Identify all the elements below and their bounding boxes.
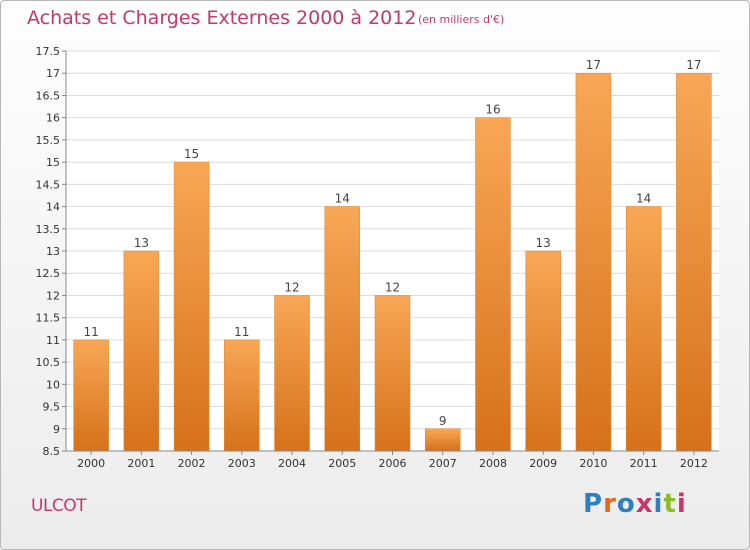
chart-title: Achats et Charges Externes 2000 à 2012 (27, 7, 417, 29)
x-tick-label: 2009 (529, 457, 557, 470)
logo-letter: o (616, 489, 636, 519)
x-tick-label: 2006 (379, 457, 407, 470)
y-tick-label: 13 (46, 245, 60, 258)
x-tick-label: 2002 (178, 457, 206, 470)
bar-2010 (575, 72, 612, 452)
y-tick-label: 14.5 (36, 178, 61, 191)
bar-2011 (625, 206, 662, 452)
x-tick-label: 2000 (77, 457, 105, 470)
bar-2006 (374, 295, 411, 452)
y-tick-label: 15.5 (36, 134, 61, 147)
bar-2004 (274, 295, 310, 452)
bar-value-label: 13 (134, 236, 149, 250)
x-tick-label: 2001 (127, 457, 155, 470)
x-tick-label: 2007 (429, 457, 457, 470)
y-tick-label: 9.5 (43, 401, 61, 414)
y-tick-label: 16.5 (36, 89, 61, 102)
x-tick-label: 2012 (680, 457, 708, 470)
bar-value-label: 16 (485, 103, 500, 117)
bar-value-label: 17 (686, 58, 701, 72)
y-tick-label: 10.5 (36, 356, 61, 369)
bar-2000 (73, 339, 109, 452)
bar-2005 (324, 206, 361, 452)
y-tick-label: 11 (46, 334, 60, 347)
bar-2008 (475, 117, 511, 452)
bar-value-label: 14 (636, 192, 651, 206)
bar-2009 (525, 250, 561, 452)
commune-name: ULCOT (31, 496, 87, 516)
bar-2001 (123, 250, 160, 452)
y-tick-label: 17 (46, 67, 60, 80)
y-tick-label: 14 (46, 201, 60, 214)
y-tick-label: 13.5 (36, 223, 61, 236)
bar-value-label: 15 (184, 147, 199, 161)
y-tick-label: 12.5 (36, 267, 61, 280)
x-tick-label: 2005 (328, 457, 356, 470)
proxiti-logo: Proxiti (583, 489, 687, 519)
logo-letter: t (663, 489, 677, 519)
y-tick-label: 15 (46, 156, 60, 169)
logo-letter: i (653, 489, 664, 519)
y-tick-label: 16 (46, 112, 60, 125)
logo-letter: P (583, 489, 604, 519)
bar-value-label: 12 (284, 280, 299, 294)
bar-value-label: 12 (385, 280, 400, 294)
bar-value-label: 14 (335, 192, 350, 206)
chart-subtitle: (en milliers d'€) (418, 13, 505, 26)
y-tick-label: 9 (53, 423, 60, 436)
logo-letter: r (603, 489, 617, 519)
y-tick-label: 11.5 (36, 312, 61, 325)
logo-letter: x (635, 489, 654, 519)
bar-value-label: 11 (234, 325, 249, 339)
bar-value-label: 9 (439, 414, 447, 428)
bar-2003 (224, 339, 260, 452)
bar-value-label: 13 (536, 236, 551, 250)
bar-value-label: 11 (83, 325, 98, 339)
x-tick-label: 2011 (630, 457, 658, 470)
bar-2012 (676, 72, 712, 452)
x-tick-label: 2003 (228, 457, 256, 470)
x-tick-label: 2010 (579, 457, 607, 470)
x-tick-label: 2004 (278, 457, 306, 470)
bar-2007 (424, 428, 461, 452)
bar-2002 (173, 161, 210, 452)
bar-value-label: 17 (586, 58, 601, 72)
x-tick-label: 2008 (479, 457, 507, 470)
y-tick-label: 12 (46, 289, 60, 302)
y-tick-label: 17.5 (36, 45, 61, 58)
y-tick-label: 10 (46, 378, 60, 391)
y-tick-label: 8.5 (43, 445, 61, 458)
logo-letter: i (676, 489, 687, 519)
